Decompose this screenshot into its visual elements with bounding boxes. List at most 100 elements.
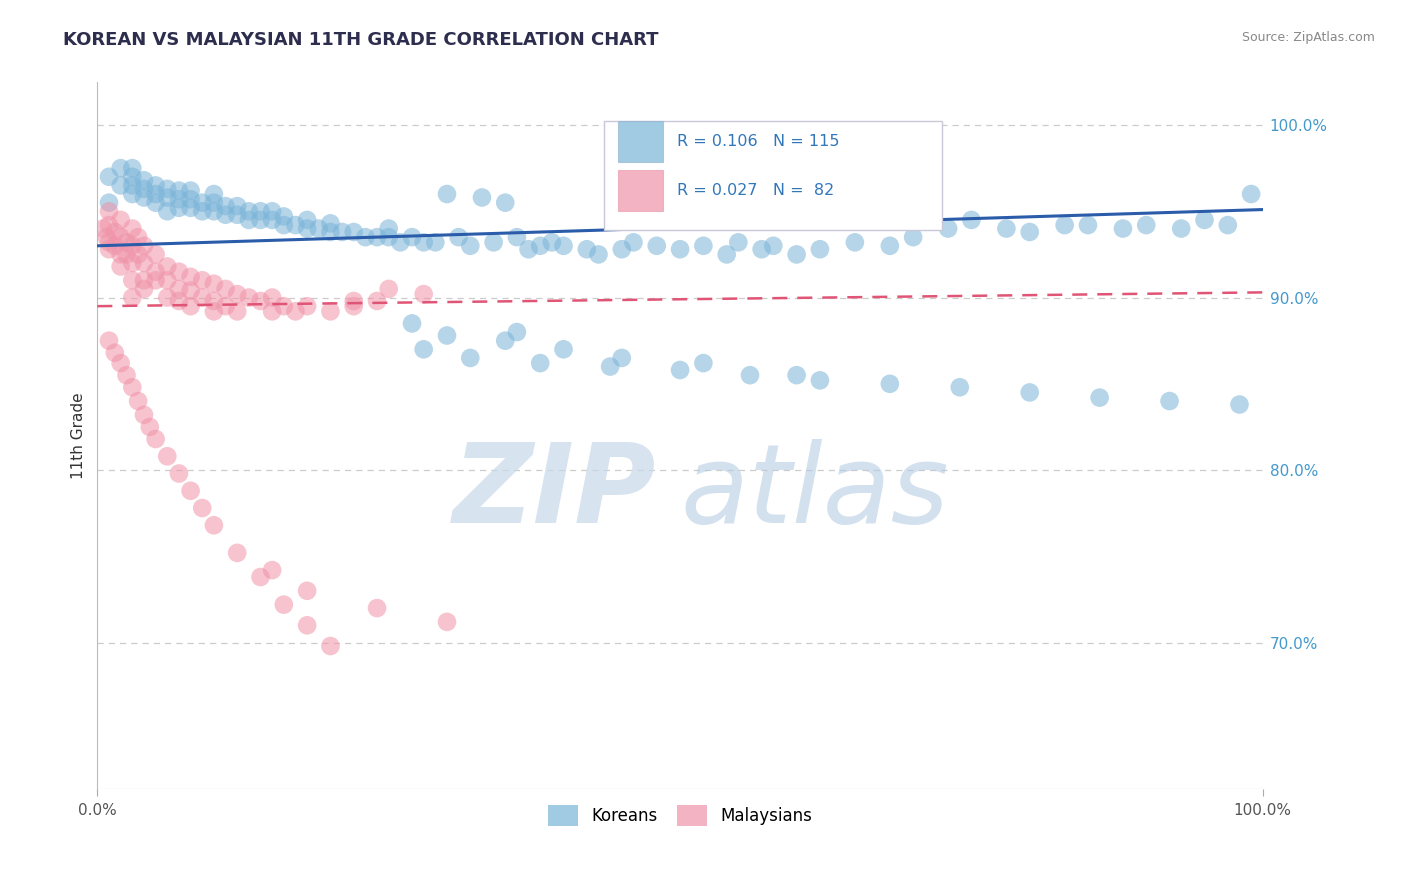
Point: [167, 293, 190, 308]
Point: [377, 221, 399, 235]
Point: [436, 615, 458, 629]
Point: [319, 639, 342, 653]
Text: ZIP: ZIP: [453, 439, 657, 546]
Point: [273, 210, 295, 224]
Point: [879, 239, 901, 253]
Point: [132, 190, 155, 204]
Point: [692, 239, 714, 253]
Point: [541, 235, 564, 250]
Point: [226, 287, 249, 301]
Point: [273, 598, 295, 612]
Point: [366, 601, 388, 615]
Text: R = 0.106   N = 115: R = 0.106 N = 115: [676, 135, 839, 150]
Point: [412, 343, 434, 357]
Point: [214, 199, 236, 213]
Point: [436, 187, 458, 202]
Point: [156, 450, 179, 464]
Point: [1229, 397, 1251, 411]
Point: [588, 247, 610, 261]
Point: [96, 230, 118, 244]
Point: [529, 356, 551, 370]
Point: [1216, 218, 1239, 232]
Point: [115, 247, 138, 261]
Point: [343, 225, 366, 239]
Point: [727, 235, 749, 250]
Point: [226, 208, 249, 222]
Point: [517, 242, 540, 256]
Point: [191, 273, 214, 287]
Point: [127, 230, 149, 244]
Point: [132, 408, 155, 422]
Point: [482, 235, 505, 250]
Point: [901, 230, 924, 244]
Point: [156, 260, 179, 274]
Point: [295, 213, 318, 227]
Point: [295, 221, 318, 235]
Point: [132, 239, 155, 253]
Point: [132, 273, 155, 287]
Point: [366, 293, 388, 308]
Point: [104, 345, 127, 359]
Point: [226, 304, 249, 318]
Point: [156, 273, 179, 287]
Point: [180, 184, 202, 198]
Point: [145, 432, 167, 446]
Point: [127, 394, 149, 409]
Point: [238, 213, 260, 227]
Point: [226, 546, 249, 560]
Point: [366, 230, 388, 244]
Point: [623, 235, 645, 250]
Point: [669, 242, 692, 256]
Point: [692, 356, 714, 370]
Point: [145, 273, 167, 287]
Point: [1112, 221, 1135, 235]
Point: [91, 221, 114, 235]
Point: [553, 343, 575, 357]
Point: [110, 161, 132, 176]
Point: [121, 380, 143, 394]
Point: [447, 230, 470, 244]
Point: [458, 351, 481, 365]
Point: [249, 204, 271, 219]
Text: Source: ZipAtlas.com: Source: ZipAtlas.com: [1241, 31, 1375, 45]
Point: [238, 204, 260, 219]
Point: [180, 201, 202, 215]
Point: [1053, 218, 1076, 232]
Point: [98, 334, 121, 348]
Point: [180, 284, 202, 298]
Point: [1018, 385, 1040, 400]
Point: [238, 291, 260, 305]
Point: [377, 230, 399, 244]
Bar: [619, 121, 662, 162]
Point: [121, 161, 143, 176]
Point: [343, 299, 366, 313]
Point: [425, 235, 447, 250]
Point: [226, 199, 249, 213]
Point: [506, 230, 529, 244]
Point: [156, 190, 179, 204]
Point: [121, 256, 143, 270]
Point: [389, 235, 412, 250]
Point: [1170, 221, 1192, 235]
Point: [295, 583, 318, 598]
Point: [98, 235, 121, 250]
Point: [458, 239, 481, 253]
Point: [156, 291, 179, 305]
Point: [412, 287, 434, 301]
Point: [575, 242, 598, 256]
Point: [191, 291, 214, 305]
Point: [786, 247, 808, 261]
Point: [202, 518, 225, 533]
Legend: Koreans, Malaysians: Koreans, Malaysians: [540, 797, 821, 834]
Point: [145, 195, 167, 210]
Point: [180, 192, 202, 206]
Point: [308, 221, 330, 235]
Point: [295, 618, 318, 632]
Point: [167, 265, 190, 279]
Point: [127, 247, 149, 261]
Point: [145, 187, 167, 202]
Point: [808, 242, 831, 256]
Point: [202, 293, 225, 308]
Point: [110, 178, 132, 193]
Point: [610, 351, 633, 365]
